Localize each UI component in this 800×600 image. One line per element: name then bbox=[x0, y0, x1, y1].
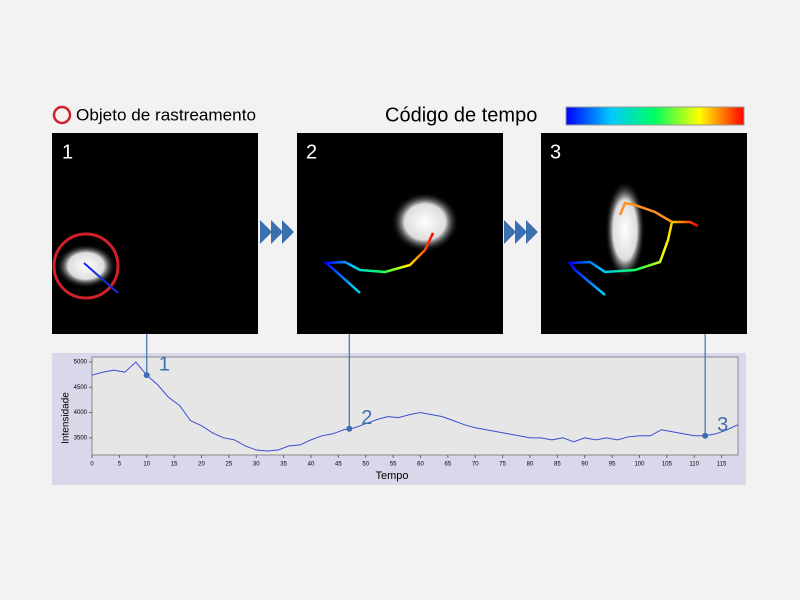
x-tick-label: 90 bbox=[581, 462, 588, 468]
x-tick-label: 65 bbox=[445, 462, 452, 468]
data-line bbox=[91, 361, 739, 452]
x-tick-label: 30 bbox=[253, 462, 260, 468]
x-tick-label: 50 bbox=[362, 462, 369, 468]
x-tick-label: 115 bbox=[717, 462, 727, 468]
marker-point bbox=[143, 372, 150, 379]
x-tick-label: 5 bbox=[118, 462, 122, 468]
x-tick-label: 20 bbox=[198, 462, 205, 468]
marker-label: 3 bbox=[717, 414, 728, 436]
x-tick-label: 15 bbox=[171, 462, 178, 468]
marker-point bbox=[346, 425, 353, 432]
x-tick-label: 60 bbox=[417, 462, 424, 468]
plot-area bbox=[91, 356, 739, 456]
panel-label: 3 bbox=[550, 141, 561, 163]
x-tick-label: 35 bbox=[280, 462, 287, 468]
x-tick-label: 25 bbox=[226, 462, 233, 468]
panel-label: 1 bbox=[62, 141, 73, 163]
y-axis-label: Intensidade bbox=[61, 392, 72, 444]
x-tick-label: 80 bbox=[527, 462, 534, 468]
x-tick-label: 70 bbox=[472, 462, 479, 468]
marker-label: 2 bbox=[361, 407, 372, 429]
x-tick-label: 85 bbox=[554, 462, 561, 468]
y-tick-label: 4000 bbox=[74, 410, 88, 416]
legend-icon bbox=[52, 105, 72, 125]
legend-text: Código de tempo bbox=[385, 104, 537, 126]
x-tick-label: 0 bbox=[90, 462, 94, 468]
x-tick-label: 105 bbox=[662, 462, 673, 468]
x-tick-label: 10 bbox=[143, 462, 150, 468]
x-tick-label: 110 bbox=[689, 462, 699, 468]
y-tick-label: 4500 bbox=[74, 385, 88, 391]
x-axis-label: Tempo bbox=[375, 470, 408, 482]
x-tick-label: 55 bbox=[390, 462, 397, 468]
x-tick-label: 95 bbox=[609, 462, 616, 468]
panel-label: 2 bbox=[306, 141, 317, 163]
panel: 1 bbox=[52, 133, 258, 334]
panel: 2 bbox=[297, 133, 503, 334]
legend-text: Objeto de rastreamento bbox=[76, 105, 256, 124]
arrows bbox=[260, 220, 538, 244]
x-tick-label: 100 bbox=[634, 462, 645, 468]
panel: 3 bbox=[541, 133, 747, 334]
x-tick-label: 40 bbox=[308, 462, 315, 468]
x-tick-label: 75 bbox=[499, 462, 506, 468]
marker-label: 1 bbox=[159, 353, 170, 375]
y-tick-label: 3500 bbox=[74, 435, 88, 441]
color-bar bbox=[565, 106, 745, 126]
chart: 0 5 10 15 20 25 30 35 40 45 50 55 60 65 70 75 80 85 90 95 10… bbox=[74, 334, 739, 468]
x-tick-label: 45 bbox=[335, 462, 342, 468]
marker-point bbox=[702, 432, 709, 439]
y-tick-label: 5000 bbox=[74, 360, 88, 366]
